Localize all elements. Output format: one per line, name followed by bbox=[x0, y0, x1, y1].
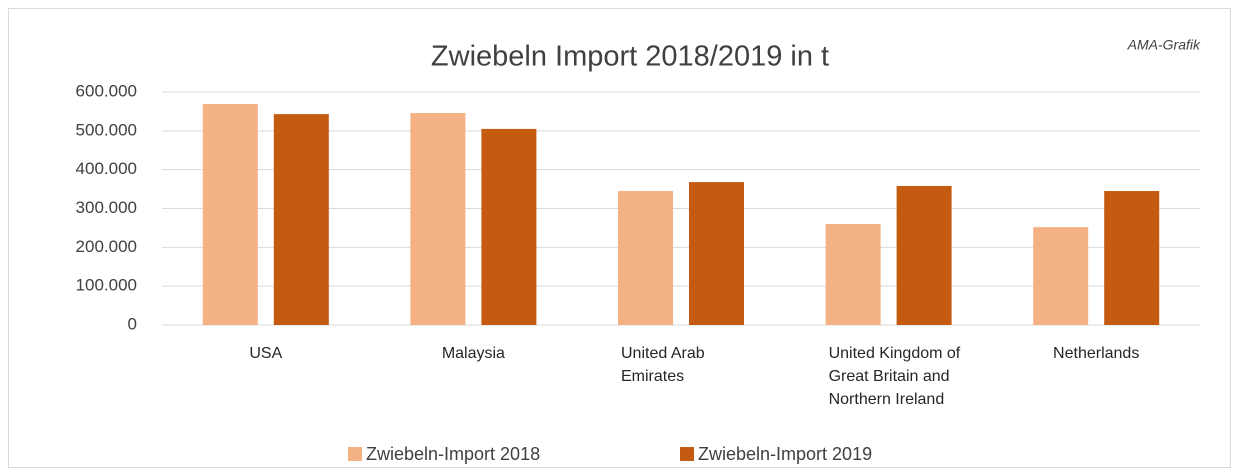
bar bbox=[202, 104, 258, 325]
bar bbox=[410, 112, 466, 325]
bar bbox=[481, 128, 537, 325]
bar bbox=[1033, 227, 1089, 325]
bar bbox=[896, 185, 952, 325]
bar bbox=[689, 182, 744, 325]
bar bbox=[825, 224, 881, 325]
bar bbox=[618, 191, 673, 325]
chart-title: Zwiebeln Import 2018/2019 in t bbox=[431, 41, 829, 73]
x-tick-label: United Arab Emirates bbox=[621, 345, 705, 385]
y-tick-label: 300.000 bbox=[76, 198, 137, 217]
legend-label: Zwiebeln-Import 2019 bbox=[698, 444, 872, 464]
bar bbox=[273, 114, 329, 325]
y-tick-label: 600.000 bbox=[76, 81, 137, 100]
x-tick-label: Netherlands bbox=[1053, 345, 1140, 362]
y-tick-label: 200.000 bbox=[76, 237, 137, 256]
legend-swatch bbox=[680, 447, 694, 461]
x-tick-label: United Kingdom of Great Britain and Nort… bbox=[828, 345, 961, 408]
y-tick-label: 500.000 bbox=[76, 120, 137, 139]
y-tick-label: 400.000 bbox=[76, 159, 137, 178]
legend-swatch bbox=[348, 447, 362, 461]
x-tick-label: Malaysia bbox=[441, 345, 505, 362]
x-tick-label: USA bbox=[249, 345, 283, 362]
y-tick-label: 0 bbox=[128, 314, 137, 333]
annotation: AMA-Grafik bbox=[1127, 37, 1201, 53]
y-tick-label: 100.000 bbox=[76, 276, 137, 295]
legend-label: Zwiebeln-Import 2018 bbox=[366, 444, 540, 464]
bar bbox=[1104, 191, 1160, 325]
